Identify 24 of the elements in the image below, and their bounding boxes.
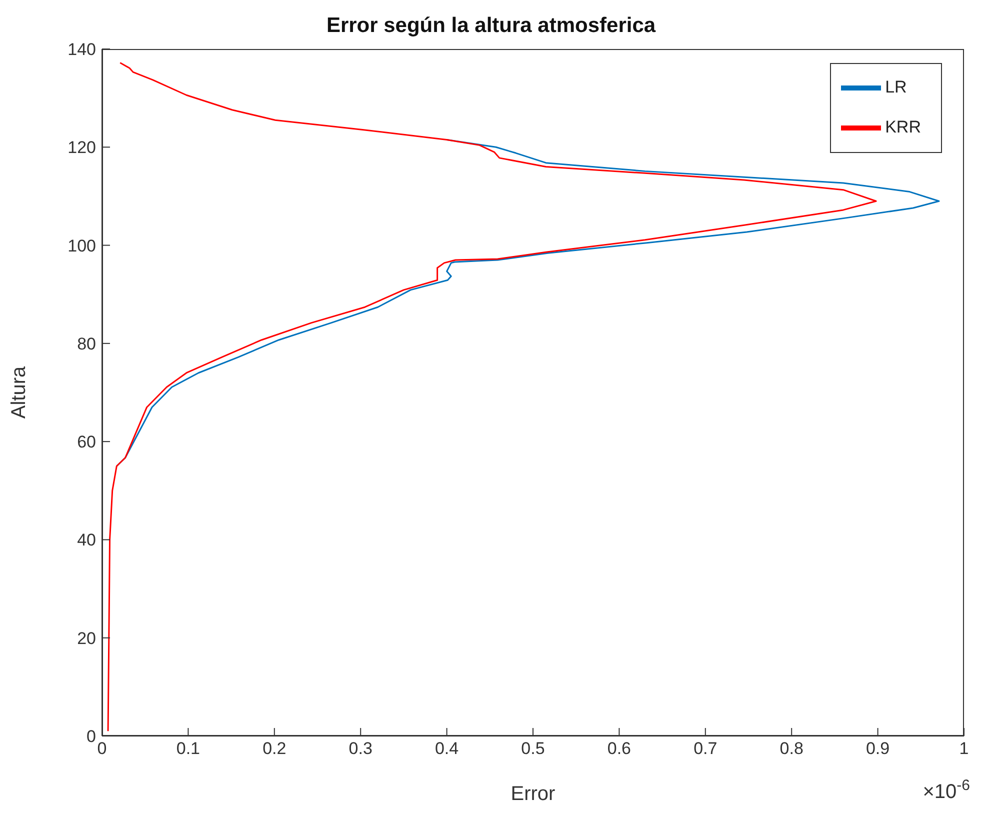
y-tick-label: 100 <box>68 236 96 256</box>
x-tick-label: 0.5 <box>521 739 545 758</box>
y-axis-title: Altura <box>8 366 30 419</box>
x-tick-label: 1 <box>959 739 969 758</box>
x-tick-label: 0.6 <box>607 739 632 758</box>
y-tick-label: 20 <box>77 628 96 648</box>
x-tick-label: 0.4 <box>434 739 459 758</box>
legend-label: KRR <box>885 117 921 136</box>
x-axis-title: Error <box>510 783 556 805</box>
text: ×10$^{-6}$ <box>922 776 970 803</box>
y-tick-label: 80 <box>77 334 96 354</box>
x-tick-label: 0.8 <box>780 739 804 758</box>
x-tick-label: 0.1 <box>176 739 200 758</box>
legend-label: LR <box>885 77 907 96</box>
x-tick-label: 0.2 <box>262 739 286 758</box>
y-tick-label: 40 <box>77 530 96 550</box>
x-tick-label: 0.7 <box>694 739 718 758</box>
y-tick-label: 0 <box>86 727 96 746</box>
y-tick-label: 140 <box>68 40 96 60</box>
chart-title: Error según la altura atmosferica <box>325 14 657 38</box>
x-tick-label: 0.3 <box>348 739 372 758</box>
x-tick-label: 0.9 <box>866 739 890 758</box>
y-tick-label: 120 <box>68 138 96 158</box>
y-tick-label: 60 <box>77 432 96 452</box>
